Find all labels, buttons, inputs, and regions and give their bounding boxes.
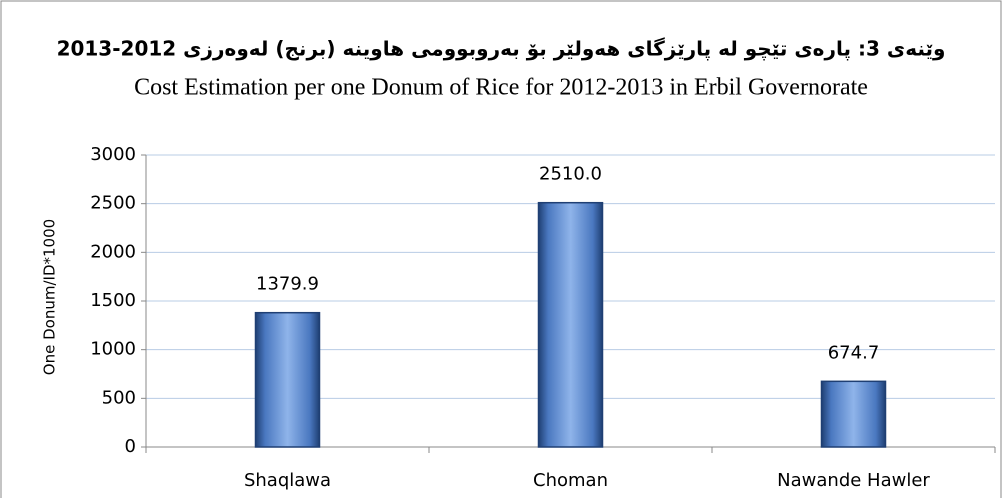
y-tick-label: 1000 <box>90 339 136 360</box>
value-label: 674.7 <box>828 342 880 363</box>
y-tick-label: 2500 <box>90 193 136 214</box>
y-tick-label: 0 <box>125 436 136 457</box>
value-label: 2510.0 <box>539 164 602 185</box>
y-tick-label: 2000 <box>90 241 136 262</box>
y-tick-label: 3000 <box>90 144 136 165</box>
x-tick-label: Choman <box>533 470 608 491</box>
chart-title: وێنەی 3: پارەی تێچو لە پارێزگای هەولێر ب… <box>57 37 946 62</box>
bar <box>537 201 604 448</box>
chart-subtitle: Cost Estimation per one Donum of Rice fo… <box>134 75 868 101</box>
y-tick-label: 500 <box>102 387 136 408</box>
x-tick-label: Nawande Hawler <box>777 470 930 491</box>
value-label: 1379.9 <box>256 274 319 295</box>
bar <box>820 380 887 448</box>
bar <box>254 311 321 448</box>
y-axis-label: One Donum/ID*1000 <box>41 219 59 375</box>
x-tick-label: Shaqlawa <box>244 470 331 491</box>
y-tick-label: 1500 <box>90 290 136 311</box>
